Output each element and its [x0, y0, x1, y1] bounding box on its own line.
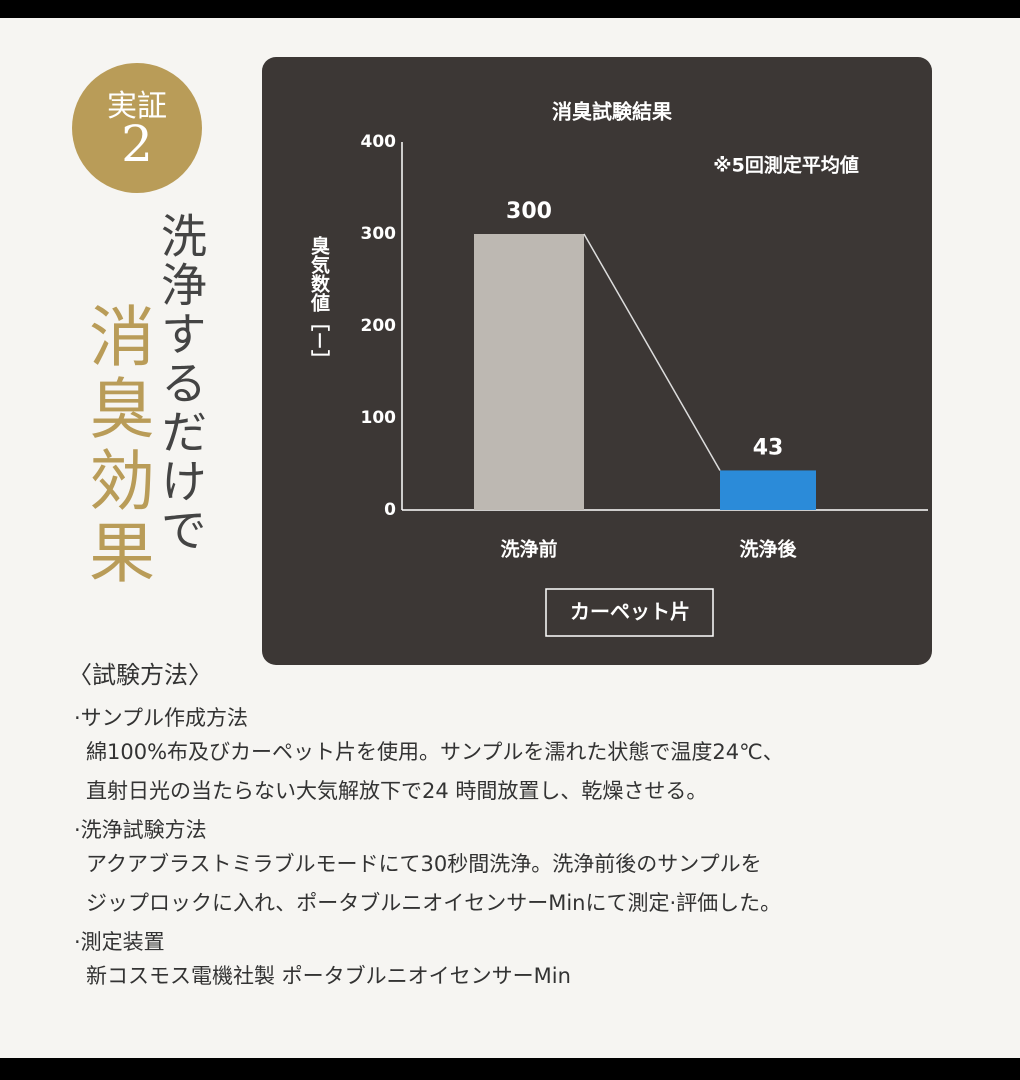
chart-panel	[262, 57, 932, 665]
x-label-box	[545, 588, 714, 637]
method-line: 綿100%布及びカーペット片を使用。サンプルを濡れた状態で温度24℃、	[86, 740, 784, 764]
chart-title: 消臭試験結果	[552, 100, 672, 124]
connector-line	[583, 233, 721, 471]
headline-sub: 洗浄するだけで	[154, 212, 208, 555]
chart-note: ※5回測定平均値	[713, 154, 859, 177]
y-tick-label: 200	[361, 316, 397, 336]
y-tick-label: 0	[384, 500, 396, 520]
method-line: 直射日光の当たらない大気解放下で24 時間放置し、乾燥させる。	[86, 779, 708, 803]
value-label: 43	[753, 435, 784, 460]
bar	[720, 470, 816, 510]
method-title: 〈試験方法〉	[68, 661, 212, 689]
method-heading: ·洗浄試験方法	[74, 818, 207, 842]
method-line: アクアブラストミラブルモードにて30秒間洗浄。洗浄前後のサンプルを	[86, 852, 762, 876]
x-tick-label: 洗浄前	[500, 538, 557, 561]
bar	[474, 234, 584, 510]
badge-label: 実証	[107, 89, 167, 124]
method: 〈試験方法〉 ·サンプル作成方法綿100%布及びカーペット片を使用。サンプルを濡…	[68, 655, 784, 999]
headline-main: 消臭効果	[78, 302, 155, 590]
method-line: 新コスモス電機社製 ポータブルニオイセンサーMin	[86, 964, 571, 988]
badge: 実証 2	[72, 63, 202, 193]
y-tick-label: 100	[361, 408, 397, 428]
y-tick-label: 400	[361, 132, 397, 152]
x-tick-label: 洗浄後	[739, 538, 797, 561]
badge-number: 2	[121, 115, 153, 173]
x-axis-label: カーペット片	[570, 600, 690, 624]
method-line: ジップロックに入れ、ポータブルニオイセンサーMinにて測定·評価した。	[86, 891, 782, 915]
top-bar	[0, 0, 1020, 18]
y-tick-label: 300	[361, 224, 397, 244]
method-heading: ·測定装置	[74, 930, 165, 954]
value-label: 300	[506, 199, 552, 224]
y-axis-label: 臭気数値［－］	[308, 236, 330, 370]
bottom-bar	[0, 1058, 1020, 1080]
method-heading: ·サンプル作成方法	[74, 706, 249, 730]
